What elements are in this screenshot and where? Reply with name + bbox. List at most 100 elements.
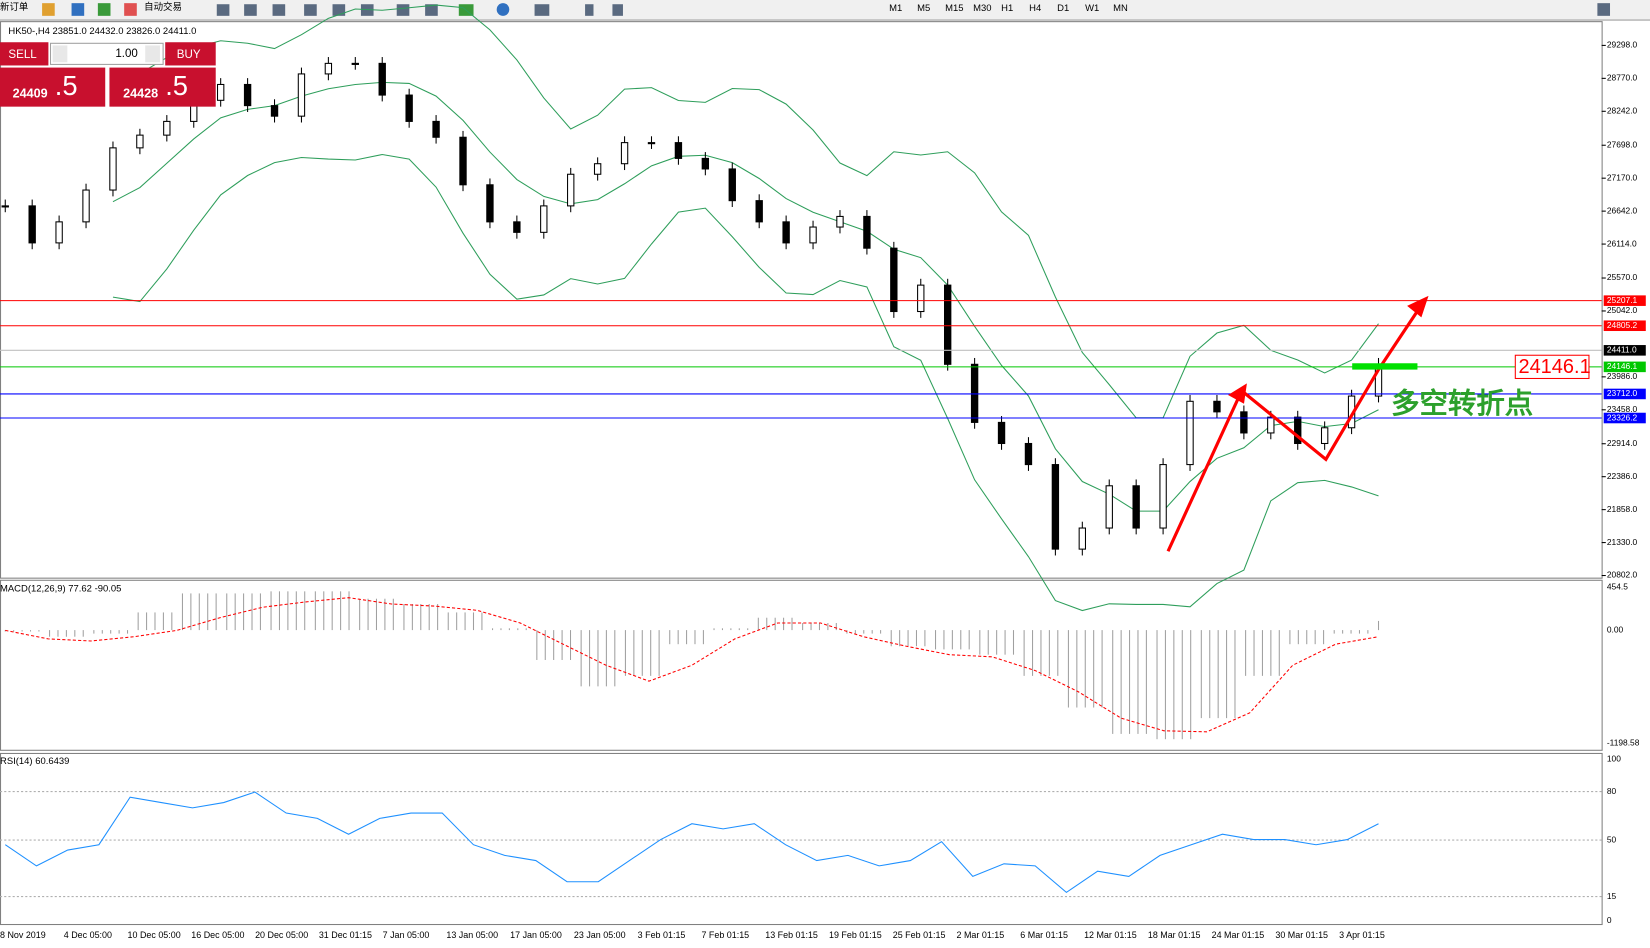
level-tag xyxy=(1603,320,1646,332)
buy-button[interactable] xyxy=(165,42,216,66)
y-tick-label: 100 xyxy=(1607,753,1621,763)
candle-body xyxy=(593,163,602,175)
candle-body xyxy=(1024,442,1033,466)
bid-price[interactable]: 24409 xyxy=(13,86,48,100)
candle-body xyxy=(540,205,548,233)
y-tick-label: 25042.0 xyxy=(1607,305,1638,315)
lots-up[interactable] xyxy=(145,45,160,63)
x-tick-label: 13 Jan 05:00 xyxy=(446,930,498,940)
icon[interactable] xyxy=(97,3,111,16)
candle-body xyxy=(270,105,279,117)
timeframe-button[interactable]: M15 xyxy=(945,3,963,14)
timeframe-button[interactable]: M30 xyxy=(973,3,991,14)
level-tag xyxy=(1603,388,1646,400)
y-tick-label: 29298.0 xyxy=(1607,40,1638,50)
toolbar-item[interactable]: 新订单 xyxy=(0,1,28,13)
icon[interactable] xyxy=(71,3,85,16)
y-tick-label: 28242.0 xyxy=(1607,106,1638,116)
sell-button[interactable] xyxy=(0,42,49,66)
candle-body xyxy=(351,62,359,65)
icon[interactable] xyxy=(496,3,510,16)
icon[interactable] xyxy=(612,4,623,16)
icon[interactable] xyxy=(216,4,230,16)
ask-box[interactable] xyxy=(109,67,216,107)
candle-body xyxy=(809,226,817,244)
x-tick-label: 6 Mar 01:15 xyxy=(1020,930,1068,940)
bollinger-band xyxy=(112,153,1379,612)
timeframe-button[interactable]: D1 xyxy=(1057,3,1069,14)
icon[interactable] xyxy=(534,4,550,16)
y-tick-label: -1198.58 xyxy=(1607,738,1640,748)
candle-body xyxy=(432,120,440,138)
main-pane xyxy=(0,21,1603,579)
sell-label[interactable]: SELL xyxy=(8,49,37,61)
y-tick-label: 22386.0 xyxy=(1607,471,1638,481)
icon[interactable] xyxy=(425,4,438,16)
x-tick-label: 13 Feb 01:15 xyxy=(765,930,818,940)
y-tick-label: 50 xyxy=(1607,834,1617,844)
lots-value[interactable]: 1.00 xyxy=(115,48,138,60)
buy-label[interactable]: BUY xyxy=(177,49,201,61)
y-tick-label: 27698.0 xyxy=(1607,139,1638,149)
lots-input[interactable] xyxy=(49,42,164,65)
icon[interactable] xyxy=(1597,3,1611,16)
icon[interactable] xyxy=(42,3,55,16)
toolbar-item[interactable]: 自动交易 xyxy=(144,1,182,13)
bid-box[interactable] xyxy=(0,67,106,107)
x-tick-label: 18 Mar 01:15 xyxy=(1148,930,1201,940)
y-tick-label: 25570.0 xyxy=(1607,272,1638,282)
candle-body xyxy=(405,94,413,122)
candle-body xyxy=(82,189,90,223)
marker-box xyxy=(1514,354,1590,380)
bid-price-small[interactable]: .5 xyxy=(55,70,78,101)
lots-down[interactable] xyxy=(52,45,68,63)
x-tick-label: 31 Dec 01:15 xyxy=(319,930,372,940)
rsi-line xyxy=(4,791,1379,894)
timeframe-button[interactable]: M1 xyxy=(889,3,902,14)
timeframe-button[interactable]: H1 xyxy=(1001,3,1013,14)
candle-body xyxy=(136,134,144,149)
candle-body xyxy=(728,168,736,202)
candle-body xyxy=(486,184,494,223)
icon[interactable] xyxy=(585,4,594,16)
x-tick-label: 7 Feb 01:15 xyxy=(701,930,749,940)
candle-body xyxy=(917,284,925,313)
x-tick-label: 4 Dec 05:00 xyxy=(64,930,112,940)
timeframe-button[interactable]: M5 xyxy=(917,3,930,14)
y-tick-label: 23986.0 xyxy=(1607,371,1638,381)
x-tick-label: 30 Mar 01:15 xyxy=(1275,930,1328,940)
icon[interactable] xyxy=(244,4,257,16)
bollinger-band xyxy=(112,4,1379,419)
candle-body xyxy=(755,200,763,223)
level-label: 24146.1 xyxy=(1607,361,1638,371)
timeframe-button[interactable]: MN xyxy=(1113,3,1128,14)
icon[interactable] xyxy=(124,3,137,16)
candle-body xyxy=(836,215,844,228)
y-tick-label: 20802.0 xyxy=(1607,570,1638,580)
timeframe-button[interactable]: W1 xyxy=(1085,3,1099,14)
y-tick-label: 80 xyxy=(1607,786,1617,796)
ask-price-small[interactable]: .5 xyxy=(165,70,188,101)
y-tick-label: 27170.0 xyxy=(1607,172,1638,182)
x-tick-label: 17 Jan 05:00 xyxy=(510,930,562,940)
candle-body xyxy=(1213,400,1221,413)
icon[interactable] xyxy=(304,4,317,16)
icon[interactable] xyxy=(332,4,346,16)
candle-body xyxy=(1132,485,1140,529)
level-label: 23712.0 xyxy=(1607,388,1638,398)
icon[interactable] xyxy=(396,4,410,16)
candle-body xyxy=(674,142,683,159)
icon[interactable] xyxy=(272,4,286,16)
y-tick-label: 21858.0 xyxy=(1607,504,1638,514)
candle-body xyxy=(997,421,1006,445)
x-tick-label: 25 Feb 01:15 xyxy=(893,930,946,940)
arrow-head xyxy=(1228,383,1247,404)
candle-body xyxy=(782,221,790,244)
candle-body xyxy=(28,205,36,244)
y-tick-label: 454.5 xyxy=(1607,581,1628,591)
candle-body xyxy=(1,205,9,208)
main-chart: HK50-,H4 23851.0 24432.0 23826.0 24411.0… xyxy=(0,4,1646,940)
timeframe-button[interactable]: H4 xyxy=(1029,3,1041,14)
ask-price[interactable]: 24428 xyxy=(123,86,158,100)
